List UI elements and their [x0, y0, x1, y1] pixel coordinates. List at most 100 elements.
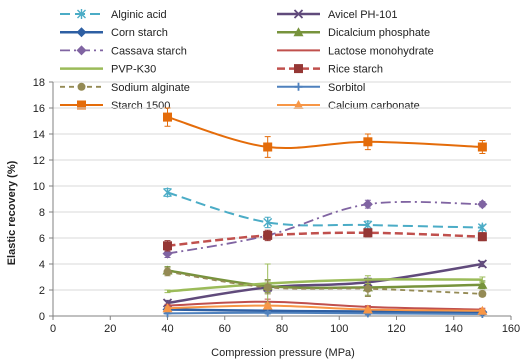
legend-label-avicel-ph-101: Avicel PH-101	[328, 9, 398, 21]
y-tick-label-16: 16	[33, 103, 45, 115]
series-line-alginic-acid	[167, 191, 483, 229]
legend-label-sodium-alginate: Sodium alginate	[111, 82, 190, 94]
legend-label-calcium-carbonate: Calcium carbonate	[328, 100, 420, 112]
axes: 0 20 40 60 80 100 120 140 160 0 2 4 6 8 10 12 14 16 18	[33, 77, 520, 335]
data-point-cassava-starch-150	[477, 199, 488, 210]
legend-marker-dicalcium-phosphate	[293, 27, 304, 37]
series-line-calcium-carbonate	[167, 304, 483, 312]
legend-item-cassava-starch: Cassava starch	[60, 45, 187, 57]
legend-item-corn-starch: Corn starch	[60, 27, 168, 39]
legend-marker-avicel-ph-101	[293, 9, 304, 19]
series-alginic-acid	[163, 187, 487, 233]
y-tick-label-14: 14	[33, 129, 45, 141]
error-bar-pvp-k30-150	[479, 276, 486, 283]
x-tick-label-140: 140	[445, 323, 463, 335]
data-point-rice-starch-110	[363, 228, 373, 238]
gridlines	[53, 81, 511, 291]
series-avicel-ph-101	[162, 259, 488, 308]
series-line-corn-starch	[167, 308, 483, 314]
series-line-sodium-alginate	[167, 270, 483, 295]
series-line-dicalcium-phosphate	[167, 269, 483, 290]
data-point-rice-starch-150	[477, 232, 487, 242]
x-tick-label-120: 120	[387, 323, 405, 335]
legend-marker-sodium-alginate	[77, 82, 86, 91]
legend-item-rice-starch: Rice starch	[277, 64, 383, 76]
series-starch-1500	[163, 107, 487, 158]
x-tick-label-100: 100	[330, 323, 348, 335]
legend-marker-rice-starch	[294, 64, 303, 74]
data-point-rice-starch-40	[163, 241, 172, 251]
y-tick-label-4: 4	[39, 259, 45, 271]
x-tick-label-60: 60	[219, 323, 231, 335]
data-point-sodium-alginate-40	[163, 267, 172, 276]
data-point-sodium-alginate-75	[263, 283, 272, 292]
x-tick-label-160: 160	[502, 323, 520, 335]
legend-item-pvp-k30: PVP-K30	[60, 64, 156, 76]
series-line-avicel-ph-101	[167, 262, 483, 305]
data-point-starch-1500-150	[477, 142, 487, 152]
y-tick-label-0: 0	[39, 311, 45, 323]
legend-marker-sorbitol	[294, 82, 303, 91]
legend-item-lactose-monohydrate: Lactose monohydrate	[277, 45, 434, 57]
legend-marker-starch-1500	[77, 100, 86, 110]
legend-marker-alginic-acid	[77, 9, 86, 19]
legend-label-corn-starch: Corn starch	[111, 27, 168, 39]
legend-label-dicalcium-phosphate: Dicalcium phosphate	[328, 27, 430, 39]
data-point-calcium-carbonate-75	[262, 300, 273, 310]
legend-label-sorbitol: Sorbitol	[328, 82, 365, 94]
legend-label-rice-starch: Rice starch	[328, 64, 383, 76]
x-tick-label-80: 80	[276, 323, 288, 335]
y-tick-label-6: 6	[39, 233, 45, 245]
legend-label-cassava-starch: Cassava starch	[111, 45, 187, 57]
data-point-starch-1500-40	[163, 112, 172, 122]
series-line-cassava-starch	[167, 201, 483, 255]
data-point-calcium-carbonate-150	[477, 305, 488, 315]
data-point-calcium-carbonate-40	[162, 303, 173, 313]
data-point-calcium-carbonate-110	[362, 304, 373, 314]
y-tick-label-2: 2	[39, 285, 45, 297]
legend-item-calcium-carbonate: Calcium carbonate	[277, 100, 420, 112]
legend-item-starch-1500: Starch 1500	[60, 100, 170, 112]
legend-label-pvp-k30: PVP-K30	[111, 64, 156, 76]
series-line-pvp-k30	[167, 278, 483, 293]
data-point-sodium-alginate-110	[363, 284, 372, 293]
x-tick-label-0: 0	[50, 323, 56, 335]
data-point-sorbitol-75	[263, 308, 272, 317]
data-point-starch-1500-110	[363, 137, 373, 147]
legend-marker-cassava-starch	[76, 45, 87, 56]
legend: Alginic acid Avicel PH-101 Corn starch Dica…	[60, 9, 434, 112]
data-point-avicel-ph-101-150	[477, 259, 488, 269]
data-point-alginic-acid-150	[477, 222, 487, 233]
series-rice-starch	[163, 228, 487, 252]
series-line-starch-1500	[167, 116, 483, 150]
series-line-sorbitol	[167, 311, 483, 316]
error-bar-pvp-k30-40	[164, 289, 171, 294]
legend-item-alginic-acid: Alginic acid	[60, 9, 167, 21]
legend-label-starch-1500: Starch 1500	[111, 100, 170, 112]
legend-item-sodium-alginate: Sodium alginate	[60, 82, 190, 94]
y-tick-label-18: 18	[33, 77, 45, 89]
data-point-alginic-acid-40	[163, 187, 172, 198]
data-point-rice-starch-75	[263, 230, 273, 240]
legend-item-sorbitol: Sorbitol	[277, 82, 365, 94]
data-point-cassava-starch-110	[362, 199, 373, 210]
series-layer	[162, 107, 488, 319]
legend-item-avicel-ph-101: Avicel PH-101	[277, 9, 398, 21]
series-sodium-alginate	[163, 267, 487, 298]
y-tick-label-10: 10	[33, 181, 45, 193]
series-line-rice-starch	[167, 231, 483, 248]
y-tick-label-12: 12	[33, 155, 45, 167]
legend-marker-corn-starch	[76, 27, 87, 38]
y-tick-label-8: 8	[39, 207, 45, 219]
y-axis-title: Elastic recovery (%)	[6, 160, 18, 265]
legend-item-dicalcium-phosphate: Dicalcium phosphate	[277, 27, 430, 39]
legend-marker-calcium-carbonate	[293, 100, 304, 109]
series-line-lactose-monohydrate	[167, 300, 483, 311]
data-point-starch-1500-75	[263, 142, 273, 152]
x-tick-label-40: 40	[161, 323, 173, 335]
x-tick-label-20: 20	[104, 323, 116, 335]
legend-label-alginic-acid: Alginic acid	[111, 9, 167, 21]
data-point-alginic-acid-75	[263, 217, 273, 228]
data-point-dicalcium-phosphate-150	[477, 279, 488, 289]
